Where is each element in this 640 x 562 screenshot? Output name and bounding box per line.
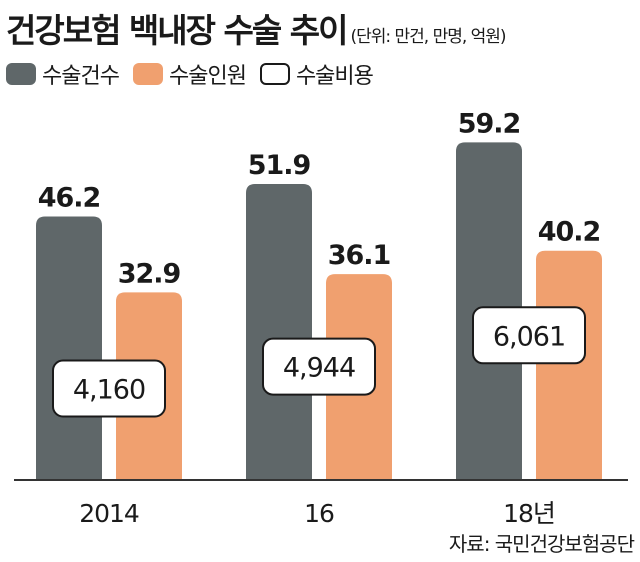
- legend-swatch-cost: [259, 63, 290, 85]
- data-label-patients: 36.1: [328, 240, 391, 271]
- legend-item-count: 수술건수: [6, 58, 120, 90]
- x-tick-label: 16: [304, 499, 334, 528]
- bar-count: [246, 184, 312, 480]
- legend-swatch-count: [6, 63, 36, 85]
- cost-box: [262, 337, 376, 396]
- cost-label: 4,160: [73, 375, 145, 406]
- legend-item-cost: 수술비용: [259, 58, 374, 90]
- title-row: 건강보험 백내장 수술 추이 (단위: 만건, 만명, 억원): [6, 4, 507, 50]
- bar-count: [36, 216, 102, 480]
- bar-patients: [536, 250, 602, 480]
- data-label-patients: 32.9: [118, 258, 181, 289]
- cost-box: [52, 359, 166, 418]
- source-note: 자료: 국민건강보험공단: [448, 532, 635, 556]
- legend-swatch-patients: [132, 63, 163, 85]
- data-label-count: 51.9: [248, 150, 311, 181]
- cost-label: 4,944: [283, 353, 355, 384]
- legend-label: 수술비용: [295, 64, 374, 89]
- cost-label: 6,061: [493, 321, 565, 352]
- legend-label: 수술건수: [42, 64, 120, 89]
- legend-label: 수술인원: [168, 64, 247, 89]
- legend: 수술건수 수술인원 수술비용: [6, 58, 387, 90]
- chart-title: 건강보험 백내장 수술 추이: [6, 11, 348, 50]
- data-label-count: 46.2: [38, 183, 101, 214]
- x-tick-label: 2014: [79, 499, 139, 528]
- unit-note: (단위: 만건, 만명, 억원): [350, 27, 506, 47]
- legend-item-patients: 수술인원: [132, 58, 247, 90]
- x-tick-label: 18년: [503, 499, 555, 528]
- data-label-patients: 40.2: [538, 217, 601, 248]
- cost-box: [472, 306, 586, 365]
- data-label-count: 59.2: [458, 108, 521, 139]
